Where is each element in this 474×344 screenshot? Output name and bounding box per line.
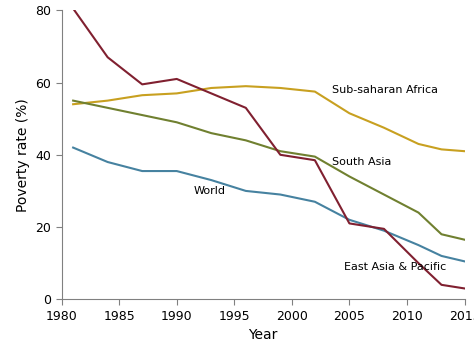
Text: South Asia: South Asia (332, 158, 392, 168)
X-axis label: Year: Year (248, 328, 278, 342)
Text: World: World (194, 186, 226, 196)
Text: East Asia & Pacific: East Asia & Pacific (344, 262, 446, 272)
Y-axis label: Poverty rate (%): Poverty rate (%) (16, 98, 30, 212)
Text: Sub-saharan Africa: Sub-saharan Africa (332, 85, 438, 95)
